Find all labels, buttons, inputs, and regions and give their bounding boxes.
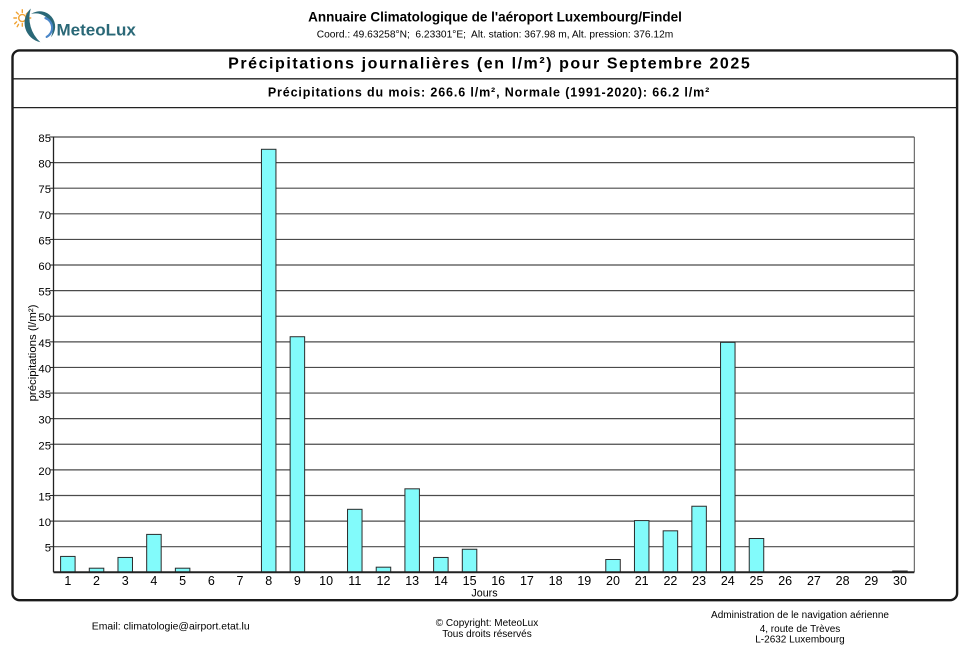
svg-text:30: 30 <box>893 574 907 588</box>
svg-text:15: 15 <box>463 574 477 588</box>
svg-text:25: 25 <box>750 574 764 588</box>
svg-text:2: 2 <box>93 574 100 588</box>
svg-text:10: 10 <box>38 517 51 529</box>
svg-text:16: 16 <box>491 574 505 588</box>
svg-text:7: 7 <box>237 574 244 588</box>
svg-text:Précipitations journalières (e: Précipitations journalières (en l/m²) po… <box>228 56 751 73</box>
svg-text:3: 3 <box>122 574 129 588</box>
svg-text:75: 75 <box>38 184 51 196</box>
svg-text:60: 60 <box>38 261 51 273</box>
svg-text:10: 10 <box>319 574 333 588</box>
svg-text:15: 15 <box>38 492 51 504</box>
svg-text:9: 9 <box>294 574 301 588</box>
svg-text:45: 45 <box>38 338 51 350</box>
svg-text:85: 85 <box>38 133 51 145</box>
svg-text:14: 14 <box>434 574 448 588</box>
svg-text:précipitations (l/m²): précipitations (l/m²) <box>27 304 39 401</box>
svg-text:20: 20 <box>606 574 620 588</box>
svg-text:Tous droits réservés: Tous droits réservés <box>442 629 531 640</box>
svg-text:19: 19 <box>577 574 591 588</box>
svg-text:30: 30 <box>38 415 51 427</box>
svg-text:Coord.: 49.63258°N; 6.23301°E: Coord.: 49.63258°N; 6.23301°E; Alt. stat… <box>317 30 673 41</box>
svg-text:22: 22 <box>663 574 677 588</box>
svg-text:20: 20 <box>38 466 51 478</box>
svg-text:28: 28 <box>836 574 850 588</box>
svg-text:4, route de Trèves: 4, route de Trèves <box>760 624 841 635</box>
svg-text:Annuaire Climatologique de l'a: Annuaire Climatologique de l'aéroport Lu… <box>308 10 682 25</box>
svg-text:55: 55 <box>38 287 51 299</box>
svg-text:© Copyright: MeteoLux: © Copyright: MeteoLux <box>436 618 538 629</box>
svg-text:21: 21 <box>635 574 649 588</box>
svg-text:80: 80 <box>38 159 51 171</box>
svg-text:1: 1 <box>64 574 71 588</box>
svg-text:13: 13 <box>405 574 419 588</box>
svg-text:4: 4 <box>150 574 157 588</box>
svg-text:70: 70 <box>38 210 51 222</box>
svg-text:50: 50 <box>38 312 51 324</box>
svg-text:40: 40 <box>38 364 51 376</box>
svg-text:12: 12 <box>377 574 391 588</box>
svg-text:24: 24 <box>721 574 735 588</box>
svg-text:29: 29 <box>864 574 878 588</box>
svg-text:27: 27 <box>807 574 821 588</box>
svg-text:Email: climatologie@airport.et: Email: climatologie@airport.etat.lu <box>92 622 250 633</box>
svg-text:26: 26 <box>778 574 792 588</box>
svg-text:8: 8 <box>265 574 272 588</box>
svg-text:MeteoLux: MeteoLux <box>57 21 137 40</box>
svg-text:18: 18 <box>549 574 563 588</box>
svg-text:6: 6 <box>208 574 215 588</box>
svg-text:35: 35 <box>38 389 51 401</box>
svg-text:Administration de le navigatio: Administration de le navigation aérienne <box>711 610 889 621</box>
svg-text:5: 5 <box>45 543 51 555</box>
svg-text:L-2632 Luxembourg: L-2632 Luxembourg <box>755 635 845 646</box>
svg-text:17: 17 <box>520 574 534 588</box>
svg-text:Précipitations du mois: 266.6: Précipitations du mois: 266.6 l/m², Norm… <box>268 85 710 99</box>
svg-text:11: 11 <box>348 574 361 588</box>
svg-text:Jours: Jours <box>471 588 497 600</box>
svg-text:5: 5 <box>179 574 186 588</box>
svg-text:25: 25 <box>38 440 51 452</box>
svg-text:65: 65 <box>38 235 51 247</box>
svg-text:23: 23 <box>692 574 706 588</box>
